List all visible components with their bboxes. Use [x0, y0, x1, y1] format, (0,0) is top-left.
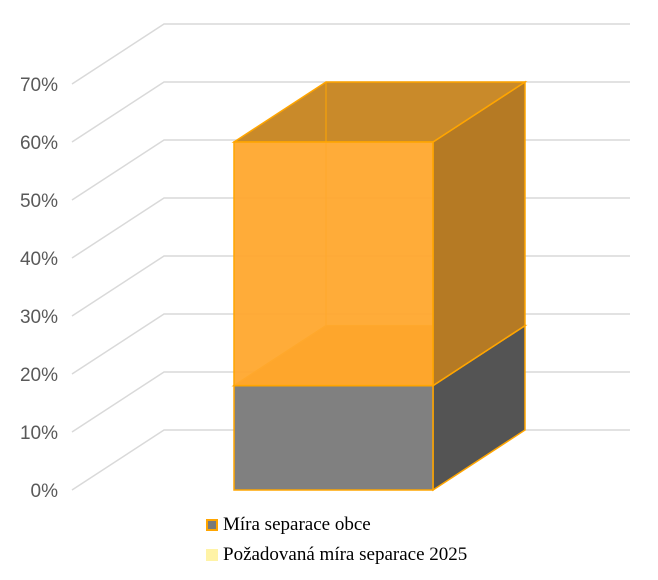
y-tick-label: 20%: [20, 365, 58, 386]
legend-swatch-grey: [206, 519, 218, 531]
bar-segment-2025-front: [233, 141, 434, 387]
bar-segment-obce-front: [233, 384, 434, 491]
legend: Míra separace obce Požadovaná míra separ…: [206, 510, 467, 570]
legend-swatch-yellow: [206, 549, 218, 561]
y-tick-label: 0%: [31, 481, 59, 502]
y-tick-label: 40%: [20, 249, 58, 270]
legend-item-mira-separace-obce: Míra separace obce: [206, 510, 467, 540]
y-tick-label: 10%: [20, 423, 58, 444]
y-tick-label: 60%: [20, 133, 58, 154]
bars: [231, 80, 528, 492]
y-tick-label: 70%: [20, 75, 58, 96]
gridline: [71, 23, 630, 85]
gridlines: [71, 23, 630, 491]
legend-label: Míra separace obce: [223, 514, 371, 535]
y-tick-label: 30%: [20, 307, 58, 328]
legend-label: Požadovaná míra separace 2025: [223, 544, 468, 565]
y-tick-label: 50%: [20, 191, 58, 212]
legend-item-pozadovana-mira: Požadovaná míra separace 2025: [206, 540, 467, 570]
y-axis: 0% 10% 20% 30% 40% 50% 60% 70%: [20, 75, 58, 502]
